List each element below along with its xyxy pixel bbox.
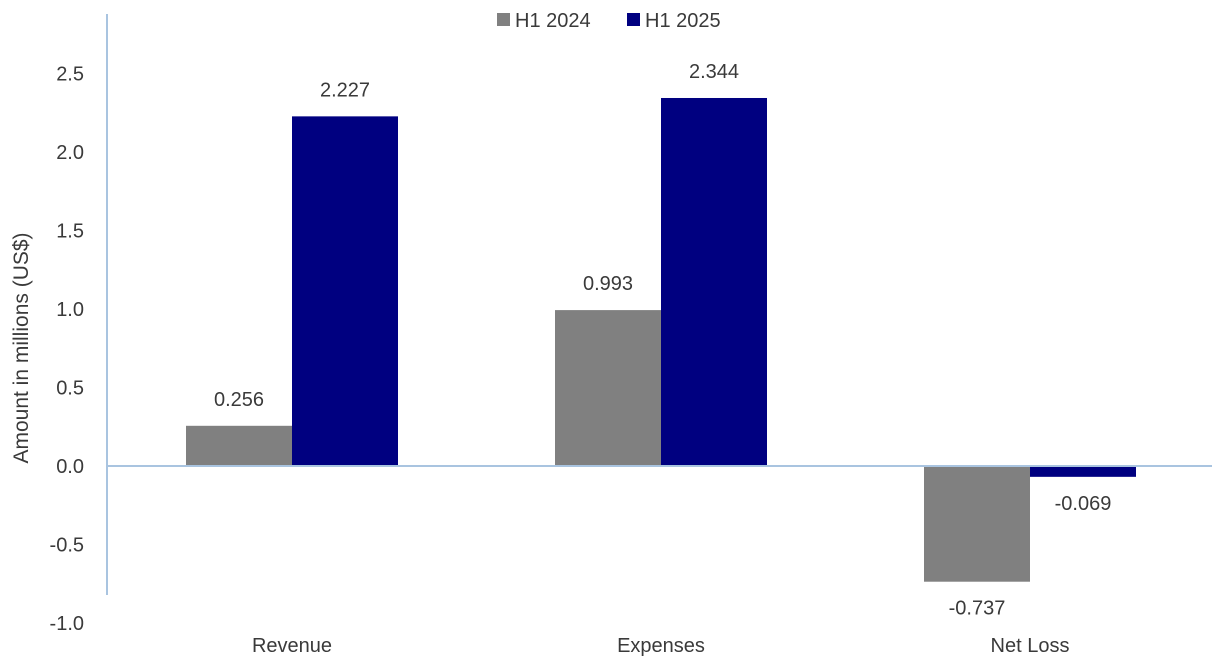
y-tick-label: 0.0 xyxy=(56,456,84,478)
bars xyxy=(186,97,1136,582)
y-tick-label: 2.0 xyxy=(56,142,84,164)
data-label: 2.227 xyxy=(320,79,370,101)
data-label: 0.993 xyxy=(583,273,633,295)
category-labels: Revenue Expenses Net Loss xyxy=(252,635,1070,657)
data-label: -0.737 xyxy=(949,598,1006,620)
y-tick-label: 2.5 xyxy=(56,64,84,86)
y-axis-tick-labels: -1.0 -0.5 0.0 0.5 1.0 1.5 2.0 2.5 xyxy=(50,64,84,636)
bar-h1-2024-expenses xyxy=(555,310,661,466)
bar-h1-2025-expenses xyxy=(661,97,767,466)
legend: H1 2024 H1 2025 xyxy=(497,10,721,32)
category-label: Revenue xyxy=(252,635,332,657)
y-tick-label: 1.0 xyxy=(56,299,84,321)
legend-swatch xyxy=(497,13,510,26)
bar-h1-2025-net-loss xyxy=(1030,466,1136,477)
y-axis-title: Amount in millions (US$) xyxy=(10,232,33,463)
y-tick-label: 1.5 xyxy=(56,221,84,243)
category-label: Net Loss xyxy=(991,635,1070,657)
legend-swatch xyxy=(627,13,640,26)
bar-h1-2024-net-loss xyxy=(924,466,1030,582)
bar-h1-2025-revenue xyxy=(292,116,398,467)
bar-h1-2024-revenue xyxy=(186,425,292,466)
data-labels: 0.256 0.993 -0.737 2.227 2.344 -0.069 xyxy=(214,61,1111,620)
data-label: 0.256 xyxy=(214,389,264,411)
y-tick-label: -0.5 xyxy=(50,535,84,557)
y-tick-label: 0.5 xyxy=(56,378,84,400)
data-label: -0.069 xyxy=(1055,493,1112,515)
y-tick-label: -1.0 xyxy=(50,613,84,635)
legend-label: H1 2025 xyxy=(645,10,721,32)
data-label: 2.344 xyxy=(689,61,739,83)
axes xyxy=(106,14,1212,595)
category-label: Expenses xyxy=(617,635,705,657)
legend-label: H1 2024 xyxy=(515,10,591,32)
